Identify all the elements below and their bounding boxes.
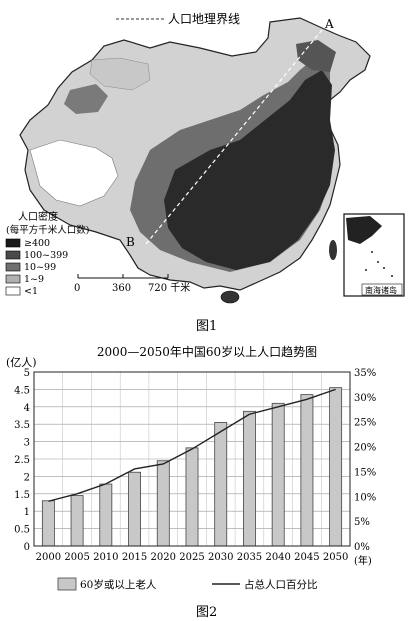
bar-2030: [214, 422, 228, 547]
y-tick-left-label: 2.5: [14, 455, 30, 466]
y-tick-left-label: 3: [24, 438, 30, 449]
point-a-label: A: [324, 17, 334, 31]
inset-label: 南海诸岛: [365, 285, 397, 295]
x-tick-label: 2035: [237, 552, 262, 563]
bar-2005: [70, 495, 84, 547]
chart-legend: 60岁或以上老人 占总人口百分比: [57, 577, 318, 591]
density-swatch-2: [5, 262, 21, 272]
density-legend: 人口密度 (每平方千米人口数) ≥400 100~399 10~99 1~9 <…: [5, 210, 89, 297]
chart-title: 2000—2050年中国60岁以上人口趋势图: [97, 344, 317, 359]
bar-2040: [271, 402, 285, 547]
density-swatch-1: [5, 250, 21, 260]
figure1-caption: 图1: [196, 319, 217, 334]
y-tick-left-label: 4: [24, 403, 30, 414]
y-tick-right-label: 20%: [354, 443, 376, 454]
y-tick-right-label: 15%: [354, 467, 376, 478]
bar-2025: [185, 447, 199, 547]
y-tick-left-label: 3.5: [14, 420, 30, 431]
scale-label-1: 360: [112, 283, 131, 294]
x-tick-label: 2045: [294, 552, 319, 563]
y-tick-right-label: 5%: [354, 517, 370, 528]
y-tick-right-label: 10%: [354, 492, 376, 503]
density-swatch-3: [5, 274, 21, 284]
y-tick-right-label: 0%: [354, 542, 370, 553]
figure2-caption: 图2: [196, 605, 217, 620]
bar-2000: [41, 500, 55, 547]
y-tick-left-label: 5: [24, 368, 30, 379]
x-tick-label: 2015: [122, 552, 147, 563]
axes: 0 0.5 1 1.5 2 2.5 3 3.5 4 4.5 5 0% 5% 10% 15% 20% 25% 30%…: [14, 368, 376, 563]
point-b-label: B: [126, 235, 135, 249]
x-tick-label: 2000: [36, 552, 61, 563]
northeast-patch: [296, 40, 336, 72]
y-tick-left-label: 0: [24, 542, 30, 553]
bar-2020: [156, 460, 170, 547]
density-label-2: 10~99: [24, 262, 56, 273]
x-tick-label: 2010: [93, 552, 118, 563]
x-tick-label: 2050: [323, 552, 348, 563]
demographic-line-legend-label: 人口地理界线: [168, 12, 240, 26]
bar-series: [41, 387, 343, 547]
density-swatch-4: [5, 286, 21, 296]
elderly-population-chart: 2000—2050年中国60岁以上人口趋势图 (亿人) (年) 0 0.5 1 1.5…: [6, 344, 376, 620]
x-tick-label: 2020: [151, 552, 176, 563]
sparse-region-west: [29, 139, 119, 207]
population-density-map: 人口地理界线 A B 人口密度 (每平方千米人口数) ≥400 100~399 …: [5, 12, 405, 334]
x-tick-label: 2005: [64, 552, 89, 563]
hainan-island: [220, 290, 240, 304]
scale-label-0: 0: [74, 283, 80, 294]
y-tick-right-label: 30%: [354, 393, 376, 404]
density-legend-subtitle: (每平方千米人口数): [6, 224, 89, 236]
density-label-1: 100~399: [24, 250, 68, 261]
legend-bar-label: 60岁或以上老人: [80, 578, 157, 591]
line-series: [48, 388, 336, 502]
dense-region-east: [164, 70, 335, 270]
density-label-0: ≥400: [24, 238, 50, 249]
y-tick-left-label: 1: [24, 507, 30, 518]
legend-line-label: 占总人口百分比: [244, 578, 318, 591]
density-label-3: 1~9: [24, 274, 44, 285]
y-tick-left-label: 1.5: [14, 490, 30, 501]
scale-bar: 0 360 720 千米: [74, 274, 190, 294]
bar-2010: [99, 483, 113, 547]
x-axis-unit-label: (年): [354, 554, 372, 567]
density-swatch-0: [5, 238, 21, 248]
density-label-4: <1: [24, 286, 38, 297]
x-tick-label: 2025: [179, 552, 204, 563]
sparse-region-north: [89, 57, 151, 91]
y-tick-right-label: 35%: [354, 368, 376, 379]
y-tick-left-label: 0.5: [14, 525, 30, 536]
bar-2015: [128, 471, 141, 547]
density-legend-title: 人口密度: [18, 210, 58, 223]
northwest-patch: [64, 84, 108, 114]
y-tick-right-label: 25%: [354, 418, 376, 429]
bar-2050: [329, 387, 343, 547]
x-tick-label: 2030: [208, 552, 233, 563]
south-china-sea-inset: 南海诸岛: [343, 213, 405, 297]
bar-2045: [300, 394, 314, 547]
scale-label-2: 720 千米: [148, 281, 190, 294]
taiwan-island: [329, 240, 337, 260]
bar-2035: [243, 410, 256, 547]
plot-frame: [33, 371, 351, 547]
legend-bar-swatch: [57, 577, 77, 591]
y-tick-left-label: 2: [24, 472, 30, 483]
x-tick-label: 2040: [265, 552, 290, 563]
y-tick-left-label: 4.5: [14, 385, 30, 396]
y-axis-left-label: (亿人): [6, 356, 37, 369]
